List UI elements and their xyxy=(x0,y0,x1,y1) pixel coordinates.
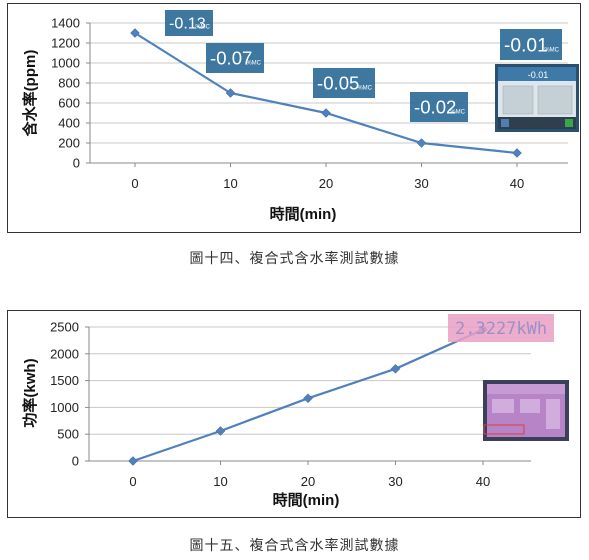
moisture-chart: 0 200 400 600 800 1000 1200 1400 0 10 20 30 40 時間(min… xyxy=(7,3,581,233)
y-axis-title: 功率(kwh) xyxy=(21,358,39,427)
annotation-background xyxy=(206,43,264,73)
data-point-marker xyxy=(128,456,138,466)
photo-panel xyxy=(492,399,514,413)
annotation-value: -0.05 xyxy=(317,73,359,94)
data-point-marker xyxy=(512,148,522,158)
x-tick-label: 10 xyxy=(213,474,227,489)
annotation-unit: %MC xyxy=(195,25,210,31)
x-axis-title: 時間(min) xyxy=(273,491,340,509)
photo-panel xyxy=(520,399,540,413)
x-tick-label: 10 xyxy=(223,176,237,191)
y-tick-label: 2500 xyxy=(50,320,79,335)
value-annotation: -0.13%MC xyxy=(165,10,213,36)
y-tick-label: 400 xyxy=(58,116,80,131)
photo-screen-header xyxy=(487,384,565,394)
x-tick-label: 30 xyxy=(414,176,428,191)
y-tick-label: 500 xyxy=(57,427,79,442)
value-annotation: -0.01%MC xyxy=(500,29,562,60)
annotation-unit: %MC xyxy=(246,61,261,67)
y-tick-label: 0 xyxy=(72,454,79,469)
photo-panel-left xyxy=(502,85,534,115)
y-tick-label: 200 xyxy=(58,136,80,151)
value-annotation: -0.02%MC xyxy=(410,92,468,122)
instrument-photo: -0.01 xyxy=(495,64,579,132)
photo-blue-button xyxy=(501,119,509,127)
data-point-marker xyxy=(416,138,427,148)
annotation-value: -0.13 xyxy=(169,15,206,33)
moisture-chart-svg: 0 200 400 600 800 1000 1200 1400 0 10 20 30 40 時間(min… xyxy=(21,10,579,223)
y-tick-label: 1200 xyxy=(51,36,80,51)
value-annotation: 2.3227kWh xyxy=(448,314,554,342)
value-annotation: -0.05%MC xyxy=(313,68,375,98)
y-tick-label: 800 xyxy=(58,76,80,91)
y-axis-title: 含水率(ppm) xyxy=(21,50,39,137)
annotation-background xyxy=(500,29,562,60)
data-point-marker xyxy=(390,363,401,374)
photo-highlight-box xyxy=(483,424,525,435)
x-tick-label: 30 xyxy=(388,474,402,489)
data-point-marker xyxy=(225,88,236,98)
x-tick-label: 0 xyxy=(131,176,138,191)
figure-15-caption: 圖十五、複合式含水率測試數據 xyxy=(189,538,400,554)
photo-screen-header xyxy=(498,67,576,81)
annotation-value: -0.01 xyxy=(504,35,548,56)
y-tick-label: 1000 xyxy=(51,56,80,71)
annotation-value: 2.3227kWh xyxy=(455,319,547,339)
annotation-value: -0.07 xyxy=(210,48,252,69)
annotation-unit: %MC xyxy=(450,110,465,116)
annotation-background xyxy=(410,92,468,122)
data-point-marker xyxy=(303,393,313,404)
annotation-background xyxy=(313,68,375,98)
data-point-marker xyxy=(130,28,140,38)
power-chart-svg: 0 500 1000 1500 2000 2500 0 10 20 30 40 時間(min) 功率(k… xyxy=(21,314,569,509)
value-annotation: -0.07%MC xyxy=(206,43,264,73)
photo-panel-right xyxy=(537,85,573,115)
annotation-value: -0.02 xyxy=(414,97,456,118)
x-tick-label: 20 xyxy=(301,474,315,489)
annotation-unit: %MC xyxy=(544,47,559,53)
annotation-background xyxy=(448,314,554,342)
x-tick-label: 20 xyxy=(319,176,333,191)
figure-14-caption: 圖十四、複合式含水率測試數據 xyxy=(189,251,400,267)
y-tick-label: 2000 xyxy=(50,346,79,361)
annotation-unit: %MC xyxy=(357,86,372,92)
x-tick-label: 40 xyxy=(510,176,524,191)
meter-photo xyxy=(483,380,569,441)
annotation-background xyxy=(165,10,213,36)
photo-screen-text: -0.01 xyxy=(528,70,549,80)
y-tick-label: 1000 xyxy=(50,400,79,415)
y-tick-label: 600 xyxy=(58,96,80,111)
data-point-marker xyxy=(215,426,226,436)
power-chart: 0 500 1000 1500 2000 2500 0 10 20 30 40 時間(min) 功率(k… xyxy=(7,310,581,518)
photo-panel xyxy=(546,399,560,429)
x-axis-title: 時間(min) xyxy=(270,205,337,223)
data-point-marker xyxy=(321,108,331,118)
photo-bottom-bar xyxy=(498,117,576,129)
x-tick-label: 0 xyxy=(129,474,136,489)
x-tick-label: 40 xyxy=(476,474,490,489)
y-tick-label: 1500 xyxy=(50,373,79,388)
y-tick-label: 1400 xyxy=(51,16,80,31)
photo-green-button xyxy=(565,119,573,127)
y-tick-label: 0 xyxy=(73,156,80,171)
